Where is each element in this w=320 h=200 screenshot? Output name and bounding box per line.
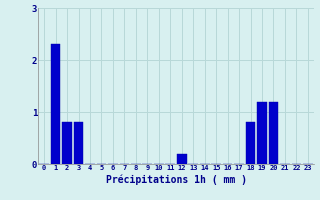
X-axis label: Précipitations 1h ( mm ): Précipitations 1h ( mm ) bbox=[106, 174, 246, 185]
Bar bbox=[62, 122, 72, 164]
Bar bbox=[51, 44, 60, 164]
Bar bbox=[257, 102, 267, 164]
Bar bbox=[246, 122, 255, 164]
Bar bbox=[177, 154, 187, 164]
Bar bbox=[74, 122, 84, 164]
Bar bbox=[268, 102, 278, 164]
